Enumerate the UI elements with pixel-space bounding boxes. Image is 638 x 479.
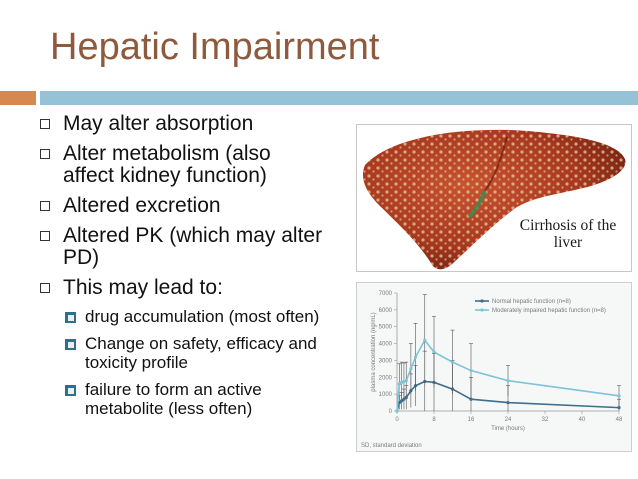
legend-marker	[480, 308, 484, 312]
sub-bullet-text: Change on safety, efficacy and toxicity …	[85, 334, 317, 372]
data-point	[469, 368, 473, 373]
sub-bullet-item: failure to form an active metabolite (le…	[65, 380, 368, 418]
title-divider-bar	[40, 91, 638, 105]
sub-bullet-item: drug accumulation (most often)	[65, 307, 368, 326]
slide-title: Hepatic Impairment	[50, 26, 380, 68]
bullet-text: Altered PK (which may alter PD)	[63, 224, 323, 269]
image-caption: Cirrhosis of the liver	[519, 217, 617, 251]
data-point	[450, 360, 455, 364]
data-point	[404, 379, 408, 383]
square-bullet-icon	[40, 201, 50, 211]
y-tick-label: 3000	[379, 358, 393, 364]
bullet-item: This may lead to:	[38, 277, 368, 299]
x-tick-label: 32	[542, 417, 549, 423]
x-axis-title: Time (hours)	[491, 426, 525, 432]
legend-marker	[480, 299, 484, 303]
square-bullet-icon	[40, 119, 50, 129]
bullet-item: Alter metabolism (also affect kidney fun…	[38, 143, 368, 187]
bullet-item: May alter absorption	[38, 113, 368, 135]
pk-chart-svg: 0 1000 2000 3000 4000 5000 6000 7000 0 8 16 24 32 40 4…	[361, 291, 623, 449]
x-tick-label: 40	[579, 417, 586, 423]
bullet-item: Altered PK (which may alter PD)	[38, 225, 368, 269]
x-tick-label: 16	[468, 417, 475, 423]
bullet-text: Altered excretion	[63, 194, 221, 217]
sub-bullet-icon	[65, 312, 76, 323]
sub-bullet-text: drug accumulation (most often)	[85, 307, 320, 326]
title-accent-bar	[0, 91, 36, 105]
y-tick-label: 6000	[379, 308, 393, 314]
sub-bullet-icon	[65, 339, 76, 350]
bullet-list: May alter absorption Alter metabolism (a…	[38, 113, 368, 426]
y-axis-title: plasma concentration (ng/mL)	[371, 312, 377, 391]
y-tick-label: 5000	[379, 325, 393, 331]
x-tick-label: 48	[616, 417, 623, 423]
sub-bullet-item: Change on safety, efficacy and toxicity …	[65, 334, 368, 372]
data-point	[395, 409, 399, 413]
data-point	[397, 382, 401, 386]
pk-chart: 0 1000 2000 3000 4000 5000 6000 7000 0 8 16 24 32 40 4…	[356, 282, 632, 452]
y-tick-label: 2000	[379, 375, 393, 381]
x-tick-label: 0	[395, 417, 399, 423]
square-bullet-icon	[40, 149, 50, 159]
data-point	[409, 367, 413, 371]
y-tick-label: 1000	[379, 392, 393, 398]
y-tick-label: 0	[389, 409, 393, 415]
legend-label: Normal hepatic function (n=8)	[492, 299, 571, 305]
y-tick-label: 7000	[379, 291, 393, 297]
data-point	[432, 350, 436, 354]
bullet-item: Altered excretion	[38, 195, 368, 217]
sub-bullet-text: failure to form an active metabolite (le…	[85, 380, 262, 418]
bullet-text: This may lead to:	[63, 276, 223, 299]
y-tick-label: 4000	[379, 342, 393, 348]
data-point	[413, 355, 418, 359]
data-point	[506, 379, 510, 383]
legend-label: Moderately impaired hepatic function (n=…	[492, 308, 606, 314]
data-point	[423, 338, 427, 342]
data-point	[469, 397, 473, 401]
sub-bullet-icon	[65, 385, 76, 396]
data-point	[506, 400, 510, 405]
data-point	[617, 394, 621, 398]
square-bullet-icon	[40, 283, 50, 293]
chart-footnote: SD, standard deviation	[361, 443, 422, 449]
square-bullet-icon	[40, 231, 50, 241]
x-tick-label: 24	[505, 417, 512, 423]
bullet-text: May alter absorption	[63, 112, 254, 135]
bullet-text: Alter metabolism (also affect kidney fun…	[63, 142, 271, 187]
data-point	[617, 406, 621, 410]
liver-illustration	[362, 129, 626, 270]
cirrhosis-liver-image: Cirrhosis of the liver	[356, 124, 632, 272]
x-tick-label: 8	[432, 417, 436, 423]
